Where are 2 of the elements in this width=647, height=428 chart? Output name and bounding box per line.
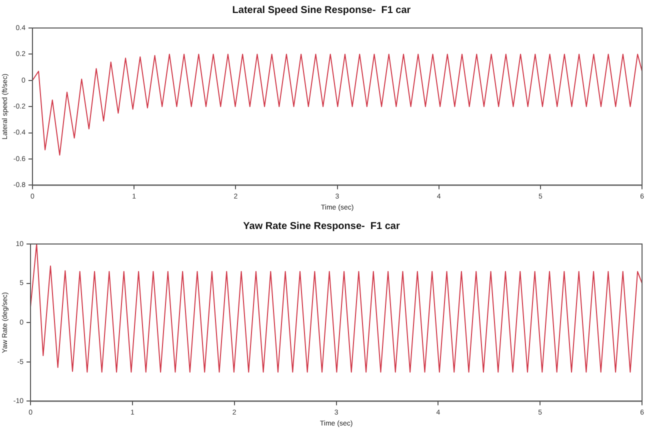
chart-title: Yaw Rate Sine Response- F1 car xyxy=(243,220,400,232)
chart-title: Lateral Speed Sine Response- F1 car xyxy=(232,4,411,16)
